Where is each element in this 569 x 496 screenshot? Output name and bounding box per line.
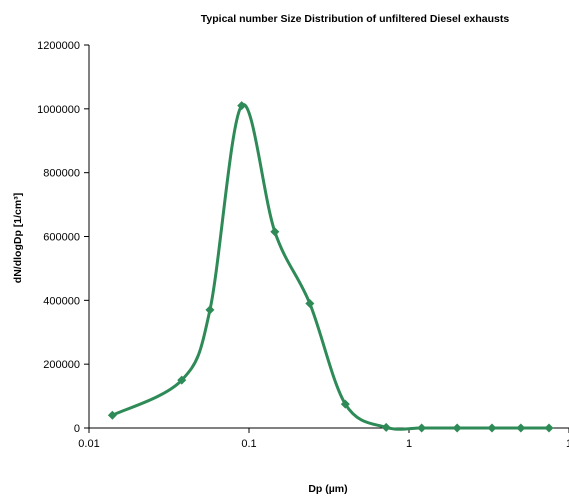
data-point-marker [381, 422, 391, 432]
data-point-marker [305, 299, 315, 309]
data-point-marker [205, 305, 215, 315]
data-point-marker [237, 101, 247, 111]
chart-title: Typical number Size Distribution of unfi… [201, 13, 510, 25]
y-tick-label: 1200000 [37, 40, 80, 52]
y-tick-label: 0 [74, 423, 80, 435]
data-point-marker [487, 423, 497, 433]
data-point-marker [417, 423, 427, 433]
y-tick-label: 200000 [43, 359, 80, 371]
y-tick-label: 600000 [43, 232, 80, 244]
data-point-marker [516, 423, 526, 433]
y-tick-label: 400000 [43, 295, 80, 307]
y-axis-label: dN/dlogDp [1/cm³] [12, 193, 24, 283]
x-axis-label: Dp (µm) [308, 483, 347, 495]
x-tick-label: 1 [566, 438, 569, 450]
x-axis: 0.01 0.1 1 1 [78, 427, 569, 450]
data-point-marker [107, 410, 117, 420]
data-point-marker [177, 375, 187, 385]
data-point-marker [340, 399, 350, 409]
data-point-marker [270, 227, 280, 237]
y-axis: 0 200000 400000 600000 800000 1000000 1200000 [37, 40, 90, 435]
x-tick-label: 1 [406, 438, 412, 450]
data-point-marker [544, 423, 554, 433]
x-tick-label: 0.01 [78, 438, 99, 450]
x-tick-label: 0.1 [241, 438, 256, 450]
y-tick-label: 800000 [43, 168, 80, 180]
series-1 [107, 101, 554, 433]
data-point-marker [452, 423, 462, 433]
y-tick-label: 1000000 [37, 104, 80, 116]
